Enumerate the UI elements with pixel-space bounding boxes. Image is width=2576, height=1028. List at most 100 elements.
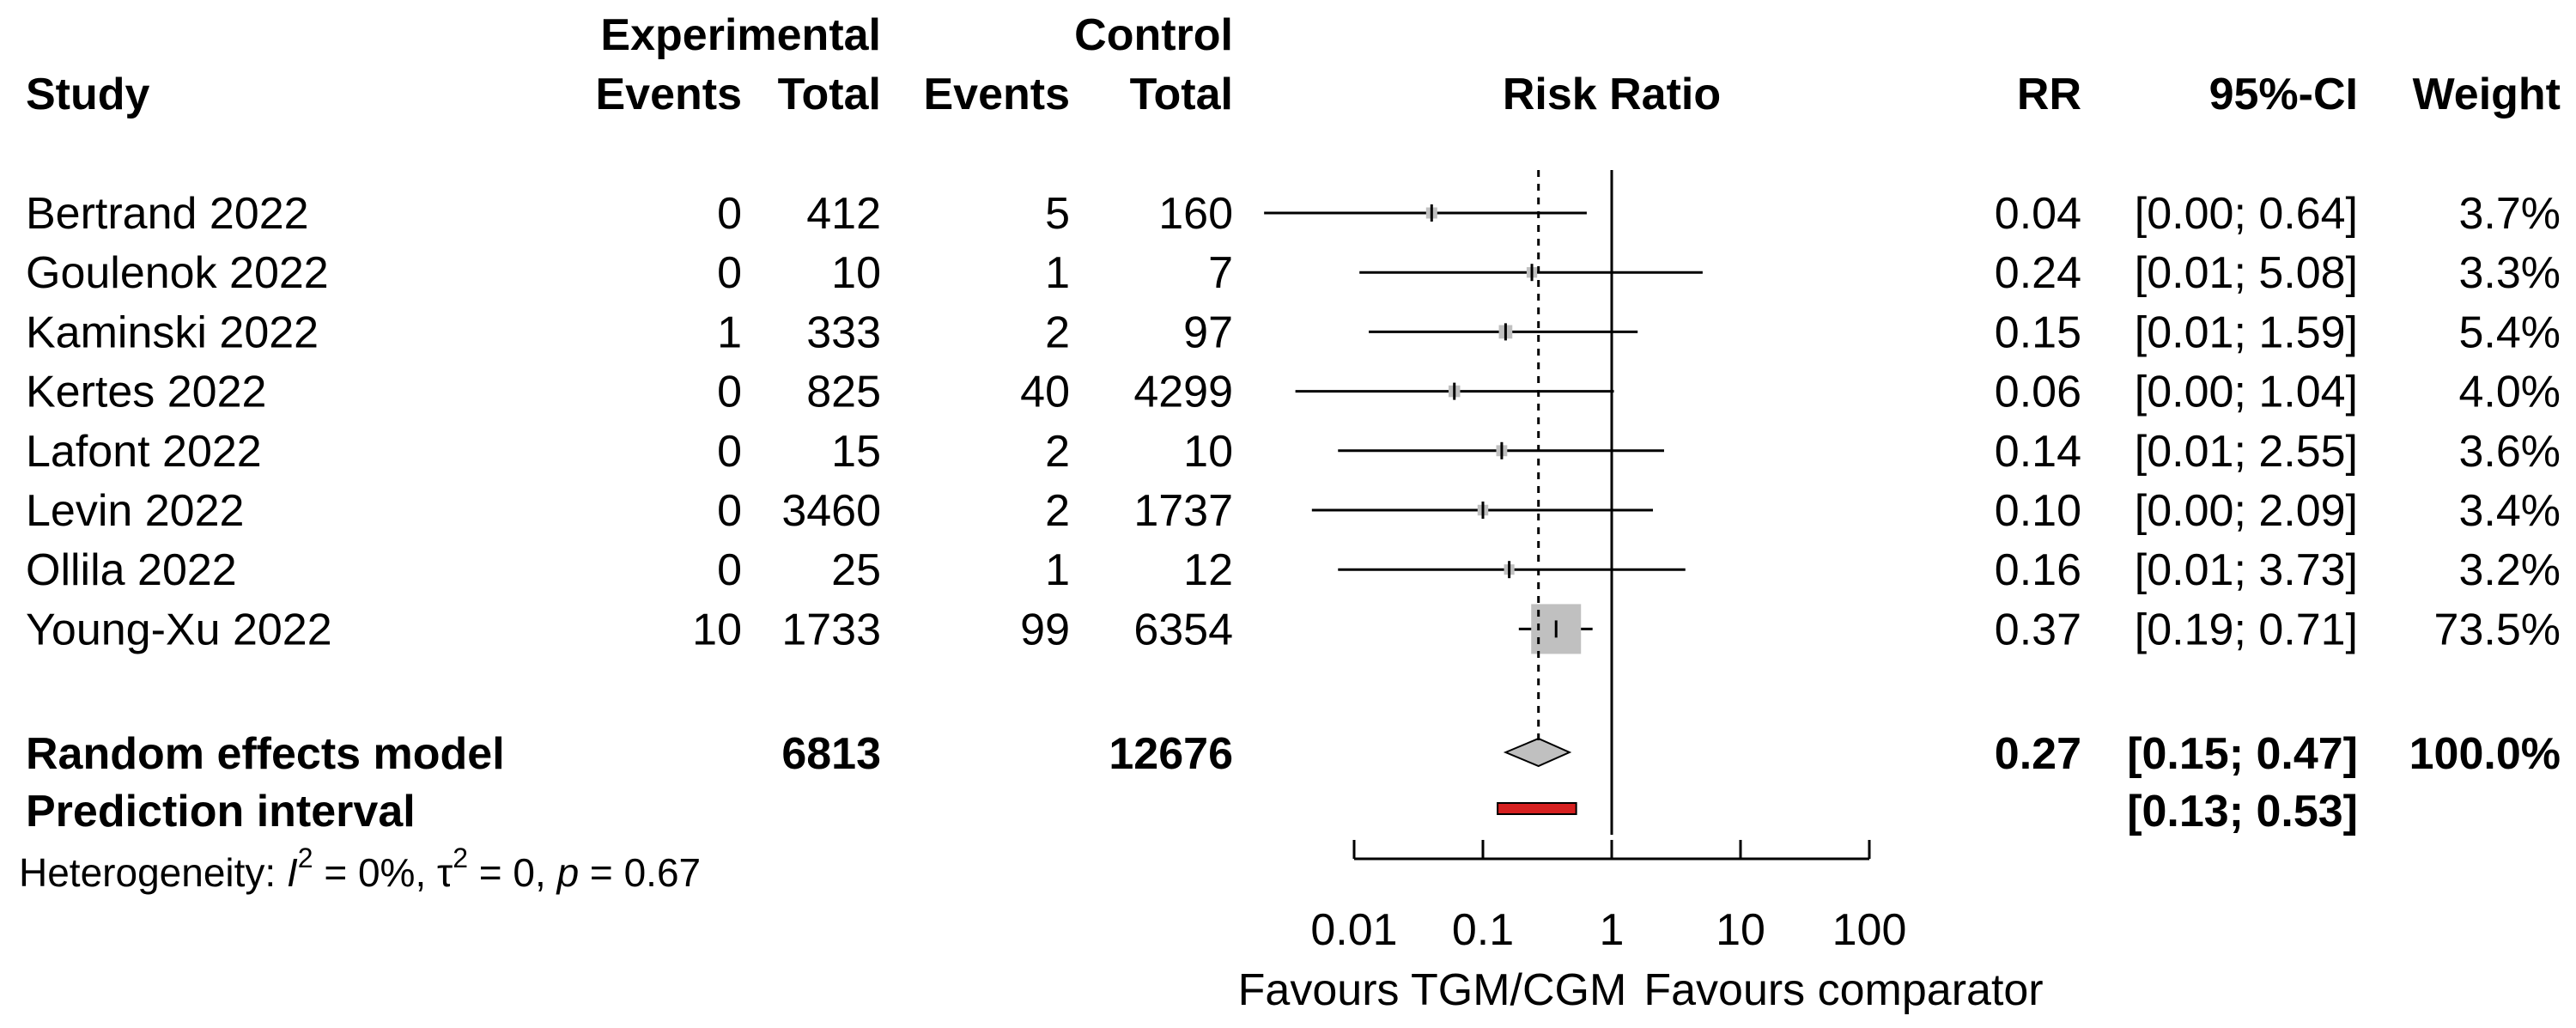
study-ci: [0.00; 0.64] bbox=[2135, 189, 2358, 239]
exp-total: 1733 bbox=[781, 605, 881, 654]
study-rr: 0.37 bbox=[1995, 605, 2081, 654]
i2-symbol: I bbox=[287, 850, 298, 895]
x-axis-tick-label: 10 bbox=[1716, 905, 1765, 955]
ctrl-events: 5 bbox=[1045, 189, 1070, 239]
exp-events: 0 bbox=[717, 368, 742, 417]
p-value: = 0.67 bbox=[579, 850, 701, 895]
heterogeneity-text: Heterogeneity: I2 = 0%, τ2 = 0, p = 0.67 bbox=[19, 842, 701, 895]
study-rr: 0.24 bbox=[1995, 248, 2081, 298]
x-axis: 0.01 0.1 1 10 100 bbox=[1310, 840, 1906, 955]
exp-events: 0 bbox=[717, 545, 742, 595]
study-weight: 3.6% bbox=[2458, 427, 2561, 477]
exp-total: 825 bbox=[806, 368, 881, 417]
study-name: Goulenok 2022 bbox=[26, 248, 329, 298]
exp-total: 10 bbox=[831, 248, 881, 298]
study-rows: Bertrand 2022 0 412 5 160 0.04 [0.00; 0.64] 3.7… bbox=[26, 189, 2561, 654]
header-experimental: Experimental bbox=[600, 10, 881, 60]
tau-value: = 0, bbox=[468, 850, 557, 895]
tau-symbol: τ bbox=[437, 850, 453, 895]
pooled-rr: 0.27 bbox=[1995, 729, 2081, 779]
x-axis-tick-label: 0.1 bbox=[1452, 905, 1514, 955]
favours-left-label: Favours TGM/CGM bbox=[1238, 965, 1627, 1015]
x-axis-tick-label: 1 bbox=[1600, 905, 1625, 955]
ctrl-events: 1 bbox=[1045, 248, 1070, 298]
study-name: Bertrand 2022 bbox=[26, 189, 309, 239]
exp-events: 1 bbox=[717, 307, 742, 357]
header-risk-ratio: Risk Ratio bbox=[1503, 70, 1721, 119]
study-name: Lafont 2022 bbox=[26, 427, 262, 477]
column-headers: Study Experimental Events Total Control … bbox=[26, 10, 2561, 119]
ctrl-total: 1737 bbox=[1133, 486, 1233, 536]
study-name: Kertes 2022 bbox=[26, 368, 266, 417]
exp-total: 333 bbox=[806, 307, 881, 357]
pooled-ctrl-total: 12676 bbox=[1109, 729, 1233, 779]
study-ci: [0.01; 1.59] bbox=[2135, 307, 2358, 357]
study-row: Lafont 2022 0 15 2 10 0.14 [0.01; 2.55] 3.6% bbox=[26, 427, 2561, 477]
header-weight: Weight bbox=[2413, 70, 2561, 119]
exp-events: 0 bbox=[717, 427, 742, 477]
header-study: Study bbox=[26, 70, 150, 119]
study-weight: 3.7% bbox=[2458, 189, 2561, 239]
ctrl-total: 10 bbox=[1183, 427, 1233, 477]
study-row: Kaminski 2022 1 333 2 97 0.15 [0.01; 1.59] 5.4% bbox=[26, 307, 2561, 357]
pooled-row: Random effects model 6813 12676 0.27 [0.… bbox=[26, 729, 2561, 779]
study-name: Kaminski 2022 bbox=[26, 307, 319, 357]
pooled-ci: [0.15; 0.47] bbox=[2127, 729, 2358, 779]
exp-total: 25 bbox=[831, 545, 881, 595]
ctrl-total: 97 bbox=[1183, 307, 1233, 357]
prediction-interval-bar bbox=[1497, 802, 1577, 815]
study-row: Levin 2022 0 3460 2 1737 0.10 [0.00; 2.09] 3.4% bbox=[26, 486, 2561, 536]
study-weight: 73.5% bbox=[2434, 605, 2561, 654]
study-ci: [0.00; 1.04] bbox=[2135, 368, 2358, 417]
header-exp-total: Total bbox=[778, 70, 881, 119]
study-rr: 0.10 bbox=[1995, 486, 2081, 536]
study-rr: 0.15 bbox=[1995, 307, 2081, 357]
ctrl-total: 7 bbox=[1208, 248, 1233, 298]
x-axis-tick-label: 100 bbox=[1832, 905, 1907, 955]
heterogeneity-prefix: Heterogeneity: bbox=[19, 850, 287, 895]
study-ci: [0.19; 0.71] bbox=[2135, 605, 2358, 654]
exp-events: 10 bbox=[692, 605, 742, 654]
favours-right-label: Favours comparator bbox=[1643, 965, 2043, 1015]
header-rr: RR bbox=[2017, 70, 2081, 119]
ctrl-total: 12 bbox=[1183, 545, 1233, 595]
exp-total: 412 bbox=[806, 189, 881, 239]
ctrl-total: 4299 bbox=[1133, 368, 1233, 417]
study-weight: 3.4% bbox=[2458, 486, 2561, 536]
study-row: Kertes 2022 0 825 40 4299 0.06 [0.00; 1.04] 4.0… bbox=[26, 368, 2561, 417]
study-weight: 4.0% bbox=[2458, 368, 2561, 417]
study-ci: [0.01; 5.08] bbox=[2135, 248, 2358, 298]
ctrl-events: 99 bbox=[1020, 605, 1070, 654]
exp-total: 3460 bbox=[781, 486, 881, 536]
exp-total: 15 bbox=[831, 427, 881, 477]
study-row: Goulenok 2022 0 10 1 7 0.24 [0.01; 5.08] 3.3% bbox=[26, 248, 2561, 298]
study-rr: 0.14 bbox=[1995, 427, 2081, 477]
header-ci: 95%-CI bbox=[2209, 70, 2358, 119]
study-rr: 0.04 bbox=[1995, 189, 2081, 239]
study-name: Young-Xu 2022 bbox=[26, 605, 332, 654]
study-rr: 0.06 bbox=[1995, 368, 2081, 417]
study-row: Young-Xu 2022 10 1733 99 6354 0.37 [0.19; 0.71… bbox=[26, 604, 2561, 654]
header-ctrl-total: Total bbox=[1130, 70, 1233, 119]
study-weight: 5.4% bbox=[2458, 307, 2561, 357]
study-row: Bertrand 2022 0 412 5 160 0.04 [0.00; 0.64] 3.7… bbox=[26, 189, 2561, 239]
ctrl-events: 2 bbox=[1045, 486, 1070, 536]
study-weight: 3.3% bbox=[2458, 248, 2561, 298]
exp-events: 0 bbox=[717, 486, 742, 536]
study-row: Ollila 2022 0 25 1 12 0.16 [0.01; 3.73] 3.2% bbox=[26, 545, 2561, 595]
study-weight: 3.2% bbox=[2458, 545, 2561, 595]
prediction-ci: [0.13; 0.53] bbox=[2127, 787, 2358, 836]
ctrl-events: 40 bbox=[1020, 368, 1070, 417]
ctrl-events: 1 bbox=[1045, 545, 1070, 595]
header-control: Control bbox=[1074, 10, 1233, 60]
tau-superscript: 2 bbox=[453, 842, 468, 873]
x-axis-tick-label: 0.01 bbox=[1310, 905, 1397, 955]
prediction-row: Prediction interval [0.13; 0.53] bbox=[26, 787, 2358, 836]
ctrl-total: 6354 bbox=[1133, 605, 1233, 654]
pooled-label: Random effects model bbox=[26, 729, 505, 779]
study-name: Ollila 2022 bbox=[26, 545, 237, 595]
prediction-label: Prediction interval bbox=[26, 787, 416, 836]
study-rr: 0.16 bbox=[1995, 545, 2081, 595]
study-ci: [0.01; 2.55] bbox=[2135, 427, 2358, 477]
